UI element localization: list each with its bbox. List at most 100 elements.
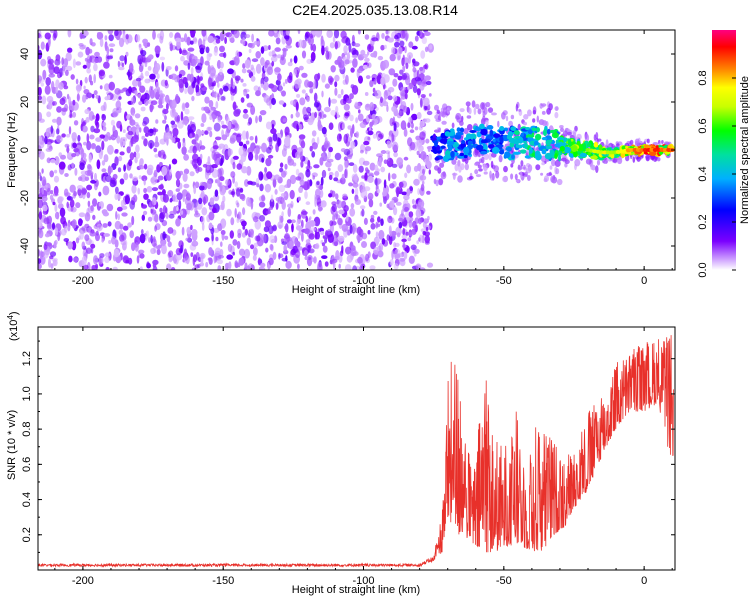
noise-speck — [104, 35, 108, 41]
halo-speck — [457, 159, 461, 167]
noise-speck — [419, 131, 426, 140]
noise-speck — [107, 144, 114, 155]
noise-speck — [155, 136, 159, 145]
noise-speck — [401, 73, 408, 80]
noise-speck — [98, 191, 102, 197]
noise-speck — [139, 253, 145, 259]
noise-speck — [46, 242, 52, 247]
noise-speck — [318, 227, 325, 233]
noise-speck — [239, 193, 245, 200]
noise-speck — [393, 263, 399, 270]
noise-speck — [47, 101, 53, 110]
noise-speck — [309, 227, 316, 232]
noise-speck — [133, 151, 137, 158]
noise-speck — [413, 178, 420, 186]
noise-speck — [412, 204, 417, 209]
halo-speck — [634, 138, 640, 146]
noise-speck — [191, 139, 197, 145]
noise-speck — [375, 116, 383, 123]
noise-speck — [92, 198, 98, 207]
noise-speck — [103, 154, 109, 163]
noise-speck — [76, 86, 81, 94]
noise-speck — [209, 115, 213, 121]
noise-speck — [214, 156, 221, 166]
noise-speck — [258, 266, 266, 270]
ridge-speck — [590, 155, 598, 160]
noise-speck — [321, 169, 327, 179]
noise-speck — [333, 241, 339, 247]
noise-speck — [156, 73, 160, 80]
noise-speck — [47, 56, 51, 61]
noise-speck — [262, 208, 269, 216]
top-x-axis-title: Height of straight line (km) — [292, 284, 420, 296]
noise-speck — [119, 151, 125, 156]
noise-speck — [408, 211, 414, 218]
ridge-speck — [492, 138, 496, 143]
noise-speck — [102, 185, 110, 196]
halo-speck — [555, 106, 559, 111]
noise-speck — [115, 210, 118, 220]
noise-speck — [129, 200, 136, 210]
noise-speck — [417, 188, 420, 195]
noise-speck — [179, 170, 184, 176]
noise-speck — [423, 218, 429, 224]
ridge-speck — [515, 144, 520, 148]
noise-speck — [410, 122, 414, 129]
noise-speck — [232, 161, 236, 170]
noise-speck — [220, 61, 224, 69]
noise-speck — [42, 250, 49, 259]
noise-speck — [304, 228, 310, 235]
noise-speck — [284, 223, 289, 233]
noise-speck — [54, 203, 58, 213]
noise-speck — [130, 96, 135, 106]
noise-speck — [238, 248, 246, 256]
noise-speck — [211, 233, 214, 242]
noise-speck — [314, 111, 318, 118]
noise-speck — [175, 178, 181, 188]
halo-speck — [632, 156, 636, 163]
halo-speck — [590, 162, 594, 170]
noise-speck — [200, 123, 205, 127]
noise-speck — [49, 251, 57, 257]
noise-speck — [367, 136, 371, 141]
noise-speck — [251, 58, 259, 63]
x-tick-label: -150 — [212, 575, 234, 587]
noise-speck — [428, 169, 431, 175]
colorbar-tick-label: 0.8 — [697, 70, 709, 85]
noise-speck — [190, 67, 194, 75]
noise-speck — [346, 214, 349, 222]
halo-speck — [523, 164, 526, 170]
ridge-speck — [446, 140, 455, 146]
noise-speck — [361, 208, 365, 217]
noise-speck — [116, 109, 122, 114]
noise-speck — [139, 58, 142, 66]
noise-speck — [396, 188, 399, 198]
noise-speck — [41, 187, 45, 195]
noise-speck — [179, 48, 182, 55]
noise-speck — [341, 173, 345, 180]
noise-speck — [333, 30, 340, 39]
noise-speck — [197, 131, 203, 136]
noise-speck — [194, 133, 199, 141]
noise-speck — [313, 101, 320, 108]
noise-speck — [59, 207, 66, 218]
noise-speck — [288, 72, 293, 81]
noise-speck — [313, 256, 317, 264]
noise-speck — [219, 88, 224, 95]
noise-speck — [165, 102, 169, 111]
noise-speck — [147, 164, 154, 172]
noise-speck — [382, 101, 389, 107]
halo-speck — [524, 171, 528, 177]
noise-speck — [42, 69, 47, 80]
noise-speck — [138, 101, 143, 106]
noise-speck — [393, 73, 399, 78]
noise-speck — [127, 222, 132, 228]
noise-speck — [139, 266, 143, 270]
halo-speck — [501, 112, 506, 120]
noise-speck — [57, 196, 63, 205]
noise-speck — [109, 48, 114, 53]
noise-speck — [52, 259, 58, 267]
noise-speck — [314, 73, 320, 82]
noise-speck — [71, 219, 77, 229]
noise-speck — [186, 226, 192, 235]
